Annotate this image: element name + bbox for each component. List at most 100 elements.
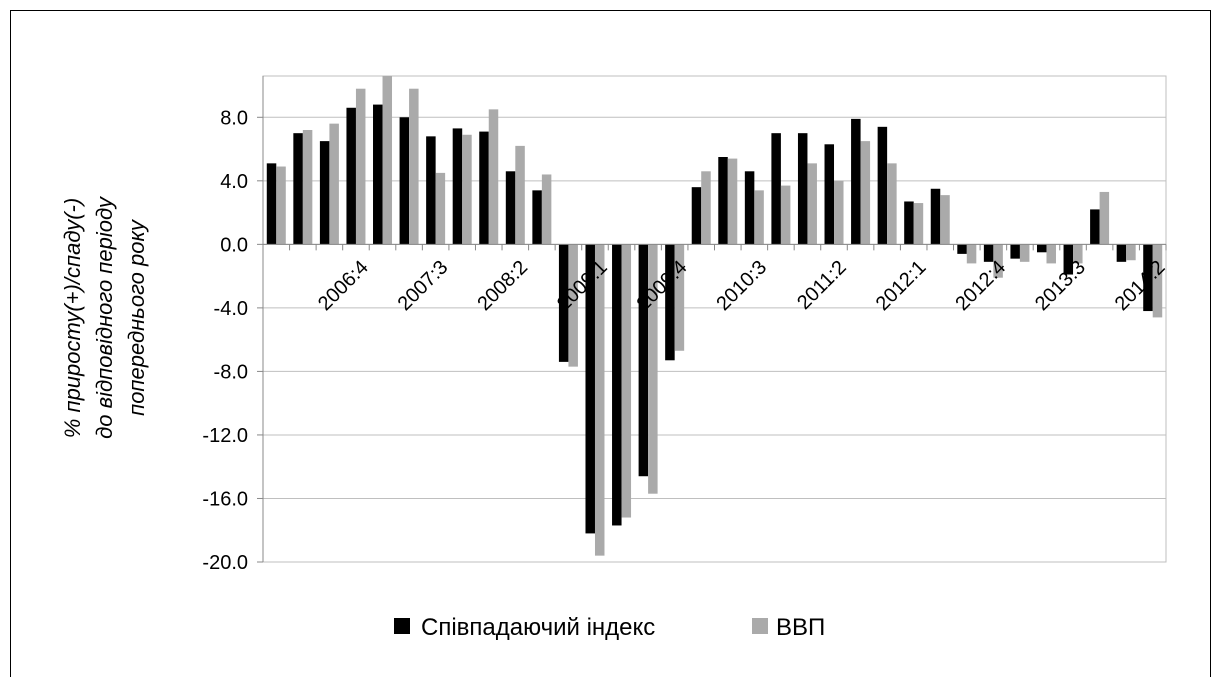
x-tick-label: 2011:2 [793,256,851,314]
bar-coincident-index [319,141,330,245]
axes [262,76,1167,562]
y-tick-label: -20.0 [202,552,248,574]
x-tick-label: 2007:3 [394,256,453,315]
bar-coincident-index [1036,244,1047,253]
bar-gdp [515,145,525,245]
y-tick-label: 4.0 [220,171,248,193]
x-tick-label: 2013:3 [1031,256,1090,315]
bar-gdp [329,123,339,245]
bars [266,76,1163,556]
bar-coincident-index [293,133,303,245]
bar-gdp [807,163,817,245]
bar-gdp [355,88,366,245]
bar-coincident-index [558,244,569,362]
bar-coincident-index [1063,244,1074,275]
bar-gdp [754,190,764,245]
y-tick-label: -8.0 [214,361,248,383]
bar-coincident-index [851,118,861,245]
bar-gdp [1152,244,1163,318]
bar-coincident-index [452,128,463,245]
bar-coincident-index [744,171,755,245]
y-tick-label: -16.0 [202,488,248,510]
bar-coincident-index [930,188,941,245]
bar-gdp [674,244,685,351]
x-tick-labels: 2006:4 2007:3 2008:2 2009:1 2009:4 2010:3 2011… [314,256,1170,315]
y-tick-label: 0.0 [220,234,248,256]
bar-coincident-index [665,244,675,361]
bar-coincident-index [479,131,489,245]
bar-coincident-index [797,133,808,245]
bar-coincident-index [957,244,967,254]
bar-coincident-index [585,244,595,534]
bar-coincident-index [904,201,914,245]
bar-coincident-index [638,244,649,477]
bar-gdp [382,76,393,245]
bar-coincident-index [266,163,277,245]
bar-coincident-index [1143,244,1153,312]
y-tick-label: -4.0 [214,298,248,320]
bar-gdp [621,244,632,518]
bar-gdp [780,185,791,245]
bar-gdp [701,171,711,245]
bar-gdp [541,174,552,245]
bar-coincident-index [505,171,516,245]
bar-gdp [302,130,313,245]
bar-gdp [409,88,419,245]
bar-coincident-index [426,136,436,245]
bar-gdp [993,244,1003,278]
bar-gdp [966,244,977,264]
chart-frame [10,10,1211,677]
bar-gdp [834,180,844,245]
bar-gdp [1046,244,1056,264]
bar-gdp [1099,191,1110,245]
x-tick-label: 2012:1 [872,256,931,315]
y-tick-label: -12.0 [202,425,248,447]
bar-coincident-index [983,244,994,262]
bar-coincident-index [771,133,781,245]
y-axis-label: % приросту(+)/спаду(-) до відповідного пе… [60,195,149,439]
bar-coincident-index [877,126,888,245]
bar-coincident-index [1090,209,1100,245]
bar-gdp [435,172,446,245]
y-tick-labels: 8.0 4.0 0.0 -4.0 -8.0 -12.0 -16.0 -20.0 [202,107,248,574]
bar-gdp [913,203,924,245]
gridlines [257,75,1167,563]
bar-gdp [462,134,472,245]
bar-gdp [727,158,738,245]
bar-gdp [940,195,950,245]
bar-coincident-index [1010,244,1020,259]
bar-coincident-index [532,190,542,245]
bar-gdp [1019,244,1030,262]
plot-area [262,75,1167,563]
legend-label-gdp: ВВП [776,614,825,641]
y-axis-label-line: попереднього року [124,218,149,416]
bar-gdp [648,244,658,494]
bar-coincident-index [399,117,410,245]
bar-coincident-index [824,144,835,245]
bar-coincident-index [1116,244,1127,262]
bar-coincident-index [373,104,383,245]
bar-coincident-index [718,157,728,245]
bar-coincident-index [346,107,356,245]
bar-gdp [1126,244,1136,261]
legend-swatch-gdp [752,618,768,634]
legend-swatch-coincident-index [394,618,410,634]
bar-gdp [887,163,897,245]
bar-gdp [568,244,578,367]
bar-gdp [488,109,499,245]
bar-coincident-index [612,244,622,526]
bar-gdp [594,244,605,556]
x-tick-label: 2008:2 [473,256,532,315]
y-tick-label: 8.0 [220,107,248,129]
legend: Співпадаючий індекс ВВП [394,614,825,641]
y-axis-label-line: % приросту(+)/спаду(-) [60,198,85,438]
y-axis-label-line: до відповідного періоду [92,195,117,439]
x-tick-label: 2006:4 [314,256,373,315]
legend-label-coincident-index: Співпадаючий індекс [421,614,655,641]
bar-gdp [276,166,286,245]
x-tick-label: 2012:4 [951,256,1010,315]
x-tick-label: 2010:3 [712,256,771,315]
bar-gdp [860,141,871,245]
bar-coincident-index [691,187,702,245]
